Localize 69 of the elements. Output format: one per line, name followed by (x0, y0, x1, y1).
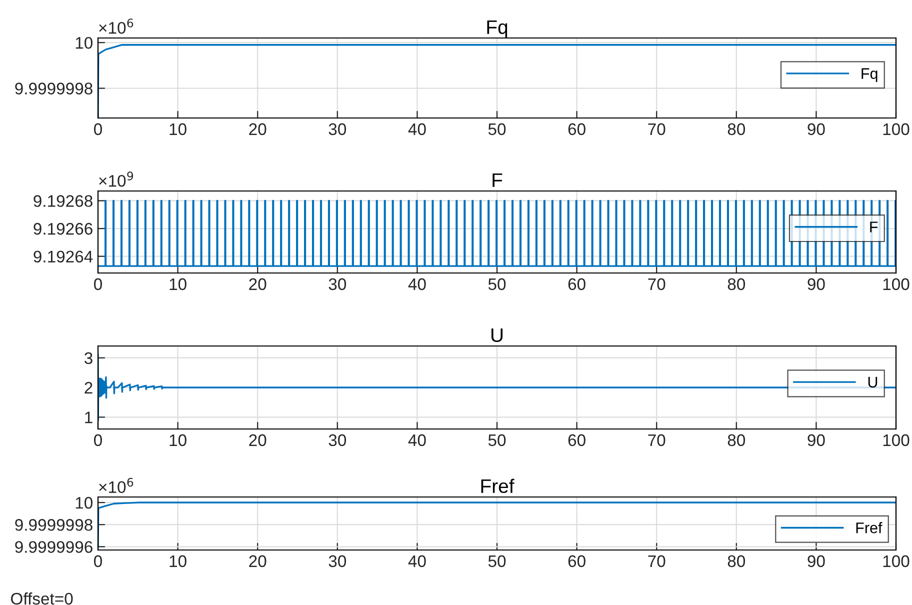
x-tick-label: 10 (170, 278, 186, 290)
x-tick-label: 40 (408, 434, 426, 446)
x-tick-label: 70 (648, 555, 666, 568)
x-tick-label: 30 (328, 555, 346, 568)
chart-title: U (491, 328, 503, 342)
x-tick-label: 70 (648, 434, 666, 446)
y-tick-label: 10 (76, 496, 92, 509)
x-tick-label: 100 (883, 123, 910, 136)
x-tick-label: 0 (94, 434, 102, 446)
x-tick-label: 40 (408, 555, 426, 568)
x-tick-label: 20 (249, 278, 266, 290)
x-tick-label: 0 (94, 123, 102, 136)
chart-title: Fq (487, 20, 508, 38)
x-tick-label: 20 (249, 123, 266, 136)
y-tick-label: 3 (84, 352, 92, 364)
x-tick-label: 50 (488, 123, 506, 136)
y-tick-label: 9.19266 (34, 222, 92, 235)
y-tick-label: 2 (84, 382, 92, 394)
x-tick-label: 10 (170, 555, 186, 568)
x-tick-label: 60 (568, 555, 586, 568)
x-tick-label: 100 (883, 555, 910, 568)
x-tick-label: 0 (94, 555, 102, 568)
x-tick-label: 50 (488, 555, 506, 568)
x-tick-label: 20 (249, 555, 266, 568)
x-tick-label: 90 (808, 123, 825, 136)
legend-label: F (870, 222, 878, 232)
x-tick-label: 80 (728, 434, 746, 446)
x-tick-label: 70 (648, 123, 666, 136)
legend-label: Fq (862, 68, 878, 82)
x-tick-label: 10 (170, 123, 186, 136)
x-tick-label: 40 (408, 123, 426, 136)
legend-label: U (868, 376, 878, 388)
x-tick-label: 30 (328, 123, 346, 136)
x-tick-label: 10 (170, 434, 186, 446)
x-tick-label: 80 (728, 555, 746, 568)
y-tick-label: 9.9999998 (15, 82, 92, 94)
y-tick-label: 9.9999998 (15, 519, 92, 531)
text: ×10$^{9}$ (99, 172, 134, 187)
line-series (98, 354, 896, 421)
legend-label: Fref (856, 522, 882, 534)
x-tick-label: 30 (328, 434, 346, 446)
x-tick-label: 50 (488, 278, 506, 290)
x-tick-label: 100 (883, 278, 910, 290)
text: ×10$^{6}$ (99, 478, 134, 494)
chart-title: Fref (481, 478, 514, 494)
y-tick-label: 9.19264 (34, 250, 93, 263)
x-tick-label: 50 (488, 434, 506, 446)
x-tick-label: 100 (883, 434, 910, 446)
x-tick-label: 60 (568, 278, 586, 290)
x-tick-label: 30 (328, 278, 346, 290)
x-tick-label: 80 (728, 123, 746, 136)
x-tick-label: 40 (408, 278, 426, 290)
y-tick-label: 1 (85, 412, 92, 424)
y-tick-label: 9.9999996 (15, 541, 92, 553)
text: Offset=0 (11, 592, 73, 605)
chart-title: F (492, 173, 502, 187)
y-tick-label: 10 (76, 36, 92, 49)
x-tick-label: 70 (648, 278, 666, 290)
x-tick-label: 80 (728, 278, 746, 290)
x-tick-label: 90 (808, 278, 825, 290)
y-tick-label: 9.19268 (34, 195, 92, 207)
x-tick-label: 20 (249, 434, 266, 446)
x-tick-label: 0 (94, 278, 102, 290)
text: ×10$^{6}$ (99, 18, 134, 34)
x-tick-label: 60 (568, 434, 586, 446)
x-tick-label: 90 (808, 555, 825, 568)
x-tick-label: 60 (568, 123, 586, 136)
x-tick-label: 90 (808, 434, 825, 446)
line-series (98, 502, 896, 548)
